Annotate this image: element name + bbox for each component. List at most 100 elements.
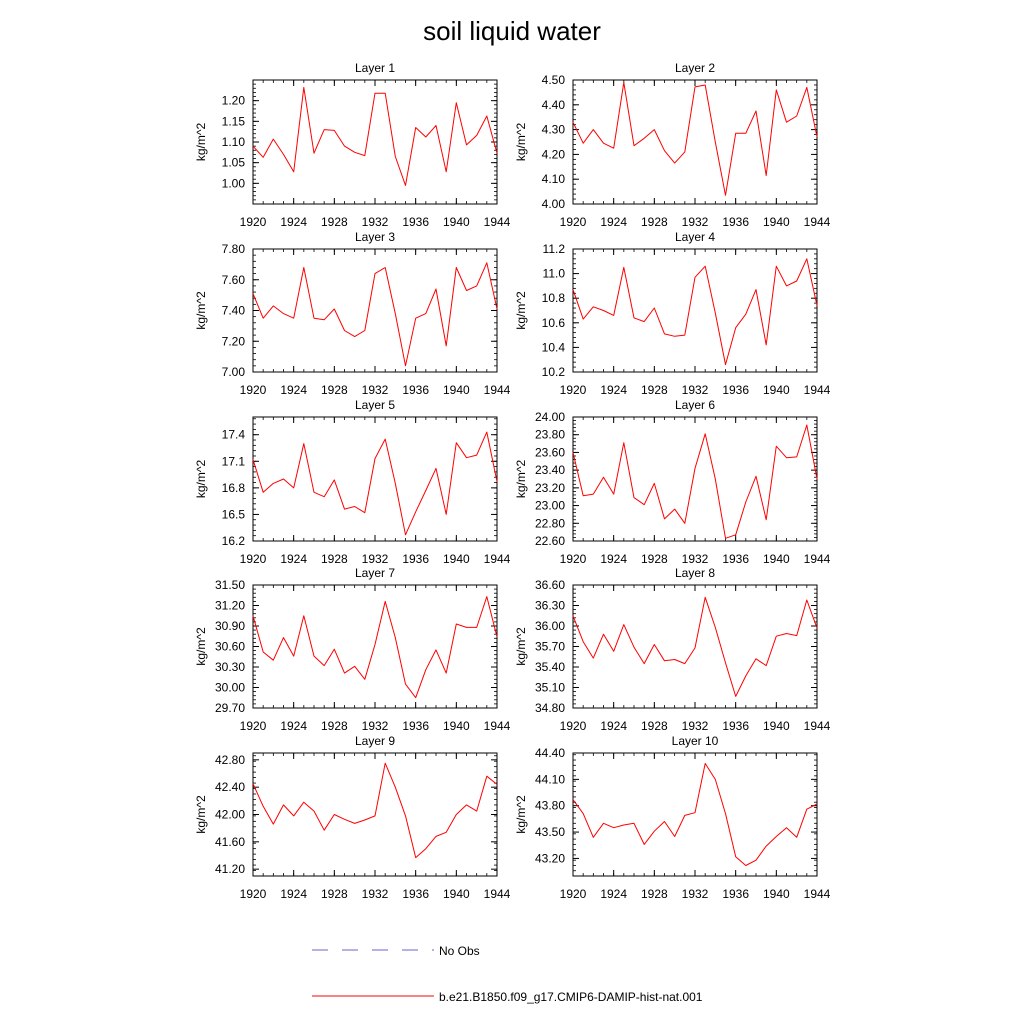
x-tick-label: 1940 xyxy=(443,215,470,229)
panel-title: Layer 8 xyxy=(675,566,715,580)
y-tick-label: 42.80 xyxy=(215,753,245,767)
series-line xyxy=(572,763,818,866)
y-tick-label: 24.00 xyxy=(535,410,565,424)
figure-title: soil liquid water xyxy=(423,16,601,46)
y-axis-label: kg/m^2 xyxy=(514,627,528,666)
y-tick-label: 43.80 xyxy=(535,799,565,813)
panel-4: Layer 4 kg/m^2 1920 1924 1928 1932 1936 1940 194… xyxy=(514,230,831,397)
y-tick-label: 36.00 xyxy=(535,619,565,633)
y-tick-label: 10.6 xyxy=(542,316,566,330)
x-tick-label: 1944 xyxy=(484,215,511,229)
x-tick-label: 1936 xyxy=(722,719,749,733)
x-tick-label: 1944 xyxy=(484,383,511,397)
x-tick-label: 1924 xyxy=(280,552,307,566)
x-tick-label: 1928 xyxy=(641,552,668,566)
x-tick-label: 1920 xyxy=(560,383,587,397)
x-tick-label: 1944 xyxy=(484,719,511,733)
y-tick-label: 42.00 xyxy=(215,808,245,822)
y-tick-label: 31.50 xyxy=(215,578,245,592)
panel-2: Layer 2 kg/m^2 1920 1924 1928 1932 1936 1940 194… xyxy=(514,61,831,229)
y-tick-label: 23.60 xyxy=(535,445,565,459)
x-tick-label: 1928 xyxy=(641,215,668,229)
x-tick-label: 1944 xyxy=(804,552,831,566)
y-tick-label: 4.30 xyxy=(542,123,566,137)
y-axis-label: kg/m^2 xyxy=(194,291,208,330)
plot-frame xyxy=(572,79,818,205)
panel-title: Layer 4 xyxy=(675,230,715,244)
x-tick-label: 1936 xyxy=(402,552,429,566)
x-tick-label: 1932 xyxy=(362,719,389,733)
x-tick-label: 1940 xyxy=(443,719,470,733)
x-tick-label: 1928 xyxy=(321,552,348,566)
x-tick-label: 1924 xyxy=(280,719,307,733)
x-tick-label: 1924 xyxy=(280,215,307,229)
y-tick-label: 11.2 xyxy=(543,242,566,256)
x-tick-label: 1936 xyxy=(402,215,429,229)
plot-frame xyxy=(252,584,498,709)
y-tick-label: 4.50 xyxy=(542,73,566,87)
series-line xyxy=(572,82,818,196)
y-tick-label: 44.10 xyxy=(535,772,565,786)
y-tick-label: 43.50 xyxy=(535,825,565,839)
panel-title: Layer 1 xyxy=(355,61,395,75)
series-line xyxy=(572,596,818,697)
y-tick-label: 30.90 xyxy=(215,619,245,633)
y-tick-label: 30.00 xyxy=(215,681,245,695)
x-tick-label: 1924 xyxy=(600,552,627,566)
x-tick-label: 1940 xyxy=(763,383,790,397)
x-tick-label: 1932 xyxy=(362,383,389,397)
legend-obs-label: No Obs xyxy=(439,944,480,958)
y-tick-label: 16.8 xyxy=(222,481,246,495)
x-tick-label: 1932 xyxy=(682,215,709,229)
x-tick-label: 1924 xyxy=(280,887,307,901)
x-tick-label: 1932 xyxy=(362,552,389,566)
y-tick-label: 44.40 xyxy=(535,746,565,760)
plot-frame xyxy=(252,416,498,542)
y-tick-label: 7.60 xyxy=(222,273,246,287)
plot-frame xyxy=(572,416,818,542)
y-tick-label: 16.2 xyxy=(222,534,246,548)
x-tick-label: 1944 xyxy=(804,887,831,901)
x-tick-label: 1920 xyxy=(240,383,267,397)
y-tick-label: 16.5 xyxy=(222,507,246,521)
y-tick-label: 4.20 xyxy=(542,147,566,161)
x-tick-label: 1936 xyxy=(722,887,749,901)
plot-frame xyxy=(572,752,818,877)
x-tick-label: 1920 xyxy=(240,552,267,566)
x-tick-label: 1920 xyxy=(560,215,587,229)
series-line xyxy=(252,431,498,536)
panel-title: Layer 10 xyxy=(672,734,719,748)
y-tick-label: 22.80 xyxy=(535,516,565,530)
x-tick-label: 1920 xyxy=(560,719,587,733)
panel-title: Layer 3 xyxy=(355,230,395,244)
x-tick-label: 1924 xyxy=(600,215,627,229)
x-tick-label: 1924 xyxy=(600,719,627,733)
x-tick-label: 1920 xyxy=(240,215,267,229)
y-tick-label: 31.20 xyxy=(215,599,245,613)
series-line xyxy=(572,258,818,366)
panel-title: Layer 2 xyxy=(675,61,715,75)
x-tick-label: 1928 xyxy=(321,719,348,733)
x-tick-label: 1928 xyxy=(321,383,348,397)
y-tick-label: 1.05 xyxy=(222,156,246,170)
x-tick-label: 1928 xyxy=(641,719,668,733)
y-tick-label: 43.20 xyxy=(535,851,565,865)
x-tick-label: 1944 xyxy=(804,719,831,733)
x-tick-label: 1940 xyxy=(763,719,790,733)
x-tick-label: 1928 xyxy=(321,215,348,229)
y-tick-label: 35.70 xyxy=(535,640,565,654)
series-line xyxy=(572,424,818,539)
y-tick-label: 41.60 xyxy=(215,835,245,849)
x-tick-label: 1944 xyxy=(484,552,511,566)
panel-7: Layer 7 kg/m^2 1920 1924 1928 1932 1936 1940 194… xyxy=(194,566,511,733)
panel-1: Layer 1 kg/m^2 1920 1924 1928 1932 1936 1940 194… xyxy=(194,61,511,229)
panels: Layer 1 kg/m^2 1920 1924 1928 1932 1936 1940 194… xyxy=(194,61,831,901)
y-tick-label: 35.40 xyxy=(535,660,565,674)
x-tick-label: 1940 xyxy=(763,215,790,229)
y-axis-label: kg/m^2 xyxy=(514,795,528,834)
panel-title: Layer 5 xyxy=(355,398,395,412)
panel-5: Layer 5 kg/m^2 1920 1924 1928 1932 1936 1940 194… xyxy=(194,398,511,566)
x-tick-label: 1932 xyxy=(682,719,709,733)
y-tick-label: 10.8 xyxy=(542,291,566,305)
series-line xyxy=(252,86,498,186)
